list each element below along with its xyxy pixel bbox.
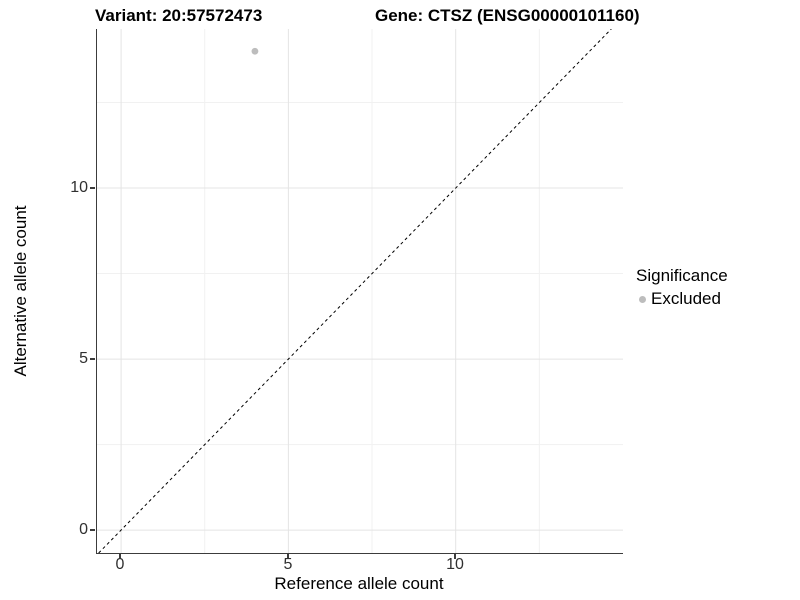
x-axis-title: Reference allele count <box>274 574 444 593</box>
y-tick-mark-0 <box>90 529 95 531</box>
x-tick-label-0: 0 <box>115 556 125 573</box>
identity-line <box>98 29 612 553</box>
plot-title-gene: Gene: CTSZ (ENSG00000101160) <box>375 6 640 25</box>
legend-title: Significance <box>636 266 728 285</box>
y-tick-mark-10 <box>90 187 95 189</box>
legend-item-label: Excluded <box>651 289 721 308</box>
y-tick-label-10: 10 <box>70 179 88 196</box>
x-tick-label-5: 5 <box>283 556 293 573</box>
x-tick-label-10: 10 <box>446 556 464 573</box>
legend: Significance Excluded <box>636 266 728 309</box>
data-point <box>251 47 259 55</box>
plot-panel <box>96 29 623 554</box>
x-tick-mark-5 <box>287 554 289 559</box>
plot-area-svg <box>97 29 623 553</box>
y-axis-title: Alternative allele count <box>11 205 30 377</box>
y-tick-label-5: 5 <box>79 350 88 367</box>
x-tick-mark-0 <box>119 554 121 559</box>
x-tick-mark-10 <box>454 554 456 559</box>
plot-title-variant: Variant: 20:57572473 <box>95 6 263 25</box>
y-tick-mark-5 <box>90 358 95 360</box>
legend-item-excluded: Excluded <box>636 289 728 309</box>
y-tick-label-0: 0 <box>79 521 88 538</box>
legend-key-dot <box>639 295 646 303</box>
